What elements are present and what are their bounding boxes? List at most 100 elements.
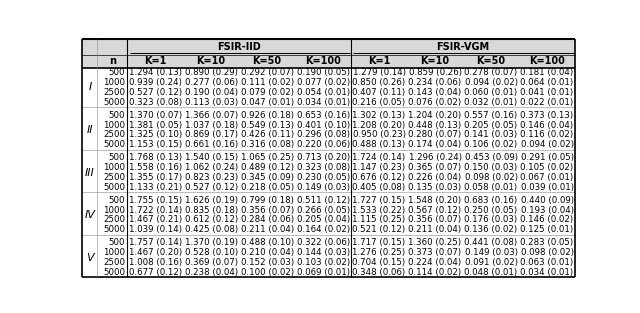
Text: 0.277 (0.06): 0.277 (0.06) (184, 78, 237, 87)
Text: 5000: 5000 (103, 98, 125, 107)
Text: 0.152 (0.03): 0.152 (0.03) (241, 258, 294, 267)
Text: 0.067 (0.01): 0.067 (0.01) (520, 173, 573, 182)
Text: K=10: K=10 (420, 56, 450, 66)
Text: 1.722 (0.14): 1.722 (0.14) (129, 206, 182, 215)
Text: FSIR-IID: FSIR-IID (217, 42, 261, 52)
Text: 0.939 (0.24): 0.939 (0.24) (129, 78, 182, 87)
Text: 0.141 (0.03): 0.141 (0.03) (465, 131, 518, 140)
Text: FSIR-VGM: FSIR-VGM (436, 42, 490, 52)
Text: 0.111 (0.02): 0.111 (0.02) (241, 78, 294, 87)
Text: 0.426 (0.11): 0.426 (0.11) (241, 131, 294, 140)
Text: 1.558 (0.16): 1.558 (0.16) (129, 163, 182, 172)
Text: 0.528 (0.10): 0.528 (0.10) (184, 248, 237, 257)
Text: 1.039 (0.14): 1.039 (0.14) (129, 225, 182, 234)
Text: 0.190 (0.05): 0.190 (0.05) (296, 68, 349, 77)
Text: 0.488 (0.13): 0.488 (0.13) (353, 140, 406, 149)
Text: 0.205 (0.05): 0.205 (0.05) (465, 121, 518, 130)
Text: 0.218 (0.05): 0.218 (0.05) (241, 183, 294, 192)
Text: 5000: 5000 (103, 225, 125, 234)
Text: 0.278 (0.07): 0.278 (0.07) (465, 68, 518, 77)
Text: 0.489 (0.12): 0.489 (0.12) (241, 163, 294, 172)
Text: 2500: 2500 (103, 173, 125, 182)
Text: 0.034 (0.01): 0.034 (0.01) (520, 268, 573, 277)
Text: 0.076 (0.02): 0.076 (0.02) (408, 98, 461, 107)
Text: 0.704 (0.15): 0.704 (0.15) (353, 258, 406, 267)
Text: 0.859 (0.26): 0.859 (0.26) (408, 68, 461, 77)
Text: 0.216 (0.05): 0.216 (0.05) (353, 98, 406, 107)
Text: 0.210 (0.04): 0.210 (0.04) (241, 248, 294, 257)
Text: 2500: 2500 (103, 258, 125, 267)
Text: 0.869 (0.17): 0.869 (0.17) (184, 131, 237, 140)
Text: 1.355 (0.17): 1.355 (0.17) (129, 173, 182, 182)
Text: 0.283 (0.05): 0.283 (0.05) (520, 238, 573, 247)
Text: 0.190 (0.04): 0.190 (0.04) (184, 88, 237, 97)
Text: 0.135 (0.03): 0.135 (0.03) (408, 183, 461, 192)
Text: 1.208 (0.20): 1.208 (0.20) (353, 121, 406, 130)
Text: K=50: K=50 (476, 56, 506, 66)
Text: 5000: 5000 (103, 183, 125, 192)
Text: 0.890 (0.29): 0.890 (0.29) (185, 68, 237, 77)
Text: 1000: 1000 (103, 248, 125, 257)
Text: 0.032 (0.01): 0.032 (0.01) (465, 98, 518, 107)
Text: 0.146 (0.02): 0.146 (0.02) (520, 215, 573, 224)
Text: 0.316 (0.08): 0.316 (0.08) (241, 140, 294, 149)
Text: 1.467 (0.20): 1.467 (0.20) (129, 248, 182, 257)
Text: 1.717 (0.15): 1.717 (0.15) (353, 238, 406, 247)
Text: 0.823 (0.23): 0.823 (0.23) (184, 173, 237, 182)
Text: 0.103 (0.02): 0.103 (0.02) (296, 258, 349, 267)
Text: 0.440 (0.09): 0.440 (0.09) (520, 196, 573, 205)
Text: 1.626 (0.19): 1.626 (0.19) (184, 196, 237, 205)
Text: 500: 500 (109, 111, 125, 120)
Text: 0.079 (0.02): 0.079 (0.02) (241, 88, 294, 97)
Text: III: III (85, 167, 95, 177)
Text: 0.238 (0.04): 0.238 (0.04) (184, 268, 237, 277)
Text: 0.405 (0.08): 0.405 (0.08) (353, 183, 406, 192)
Text: 0.926 (0.18): 0.926 (0.18) (241, 111, 294, 120)
Text: 1.276 (0.25): 1.276 (0.25) (353, 248, 406, 257)
Text: 0.356 (0.07): 0.356 (0.07) (241, 206, 294, 215)
Text: 1.768 (0.13): 1.768 (0.13) (129, 153, 182, 162)
Text: 0.323 (0.08): 0.323 (0.08) (129, 98, 182, 107)
Text: n: n (109, 56, 116, 66)
Text: 0.193 (0.04): 0.193 (0.04) (520, 206, 573, 215)
Text: 0.348 (0.06): 0.348 (0.06) (353, 268, 406, 277)
Text: II: II (86, 125, 93, 135)
Text: 0.488 (0.10): 0.488 (0.10) (241, 238, 294, 247)
Text: 1.755 (0.15): 1.755 (0.15) (129, 196, 182, 205)
Text: 0.266 (0.05): 0.266 (0.05) (296, 206, 349, 215)
Text: 5000: 5000 (103, 268, 125, 277)
Text: 0.039 (0.01): 0.039 (0.01) (520, 183, 573, 192)
Text: 0.048 (0.01): 0.048 (0.01) (465, 268, 518, 277)
Text: 1.302 (0.13): 1.302 (0.13) (353, 111, 406, 120)
Text: 0.425 (0.08): 0.425 (0.08) (184, 225, 237, 234)
Text: 0.365 (0.07): 0.365 (0.07) (408, 163, 461, 172)
Text: IV: IV (84, 210, 95, 220)
Text: 0.098 (0.02): 0.098 (0.02) (465, 173, 518, 182)
Text: 0.661 (0.16): 0.661 (0.16) (184, 140, 237, 149)
Text: 1.360 (0.25): 1.360 (0.25) (408, 238, 461, 247)
Text: K=10: K=10 (196, 56, 226, 66)
Text: 0.448 (0.13): 0.448 (0.13) (408, 121, 461, 130)
Text: 0.054 (0.01): 0.054 (0.01) (296, 88, 349, 97)
Text: 0.094 (0.02): 0.094 (0.02) (520, 140, 573, 149)
Text: V: V (86, 253, 93, 263)
Text: 1.467 (0.21): 1.467 (0.21) (129, 215, 182, 224)
Text: 0.034 (0.01): 0.034 (0.01) (296, 98, 349, 107)
Text: 0.373 (0.07): 0.373 (0.07) (408, 248, 461, 257)
Text: 0.105 (0.02): 0.105 (0.02) (520, 163, 573, 172)
Bar (83, 55, 575, 68)
Text: 1.296 (0.24): 1.296 (0.24) (408, 153, 461, 162)
Text: 0.567 (0.12): 0.567 (0.12) (408, 206, 461, 215)
Text: 1.062 (0.24): 1.062 (0.24) (184, 163, 237, 172)
Text: 0.136 (0.02): 0.136 (0.02) (465, 225, 518, 234)
Text: 0.950 (0.23): 0.950 (0.23) (353, 131, 406, 140)
Text: 1.366 (0.07): 1.366 (0.07) (184, 111, 237, 120)
Text: 0.149 (0.03): 0.149 (0.03) (465, 248, 518, 257)
Text: K=1: K=1 (144, 56, 166, 66)
Text: 0.356 (0.07): 0.356 (0.07) (408, 215, 461, 224)
Text: 0.146 (0.04): 0.146 (0.04) (520, 121, 573, 130)
Text: 1.133 (0.21): 1.133 (0.21) (129, 183, 182, 192)
Text: 0.181 (0.04): 0.181 (0.04) (520, 68, 573, 77)
Text: 0.205 (0.04): 0.205 (0.04) (296, 215, 349, 224)
Bar (83, 39, 575, 55)
